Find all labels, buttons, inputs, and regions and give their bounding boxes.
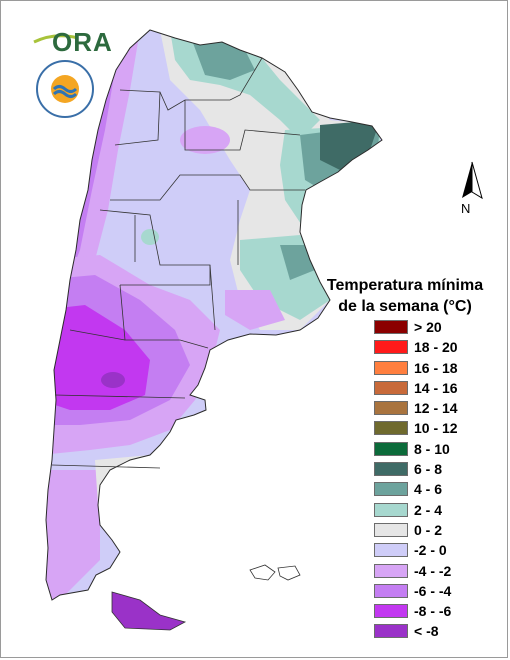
zone-2-4-central xyxy=(141,229,159,245)
ora-logo: ORA xyxy=(52,27,113,57)
legend-item: 6 - 8 xyxy=(374,460,504,480)
legend-swatch xyxy=(374,441,408,456)
legend-label: 2 - 4 xyxy=(414,501,443,518)
legend-item: 16 - 18 xyxy=(374,359,504,379)
legend-label: 14 - 16 xyxy=(414,379,458,396)
legend-item: 2 - 4 xyxy=(374,501,504,521)
legend-label: 12 - 14 xyxy=(414,400,458,417)
zone-4-6-buenosaires xyxy=(280,245,315,280)
legend-title-line2: de la semana (°C) xyxy=(338,298,472,315)
legend-item: 8 - 10 xyxy=(374,440,504,460)
country-border xyxy=(45,29,383,601)
legend-swatch xyxy=(374,482,408,497)
seal-icon xyxy=(51,75,79,103)
legend-swatch xyxy=(374,380,408,395)
legend-item: > 20 xyxy=(374,318,504,338)
legend-swatch xyxy=(374,583,408,598)
legend-label: -4 - -2 xyxy=(414,562,452,579)
legend-label: 4 - 6 xyxy=(414,481,443,498)
legend: > 20 18 - 20 16 - 18 14 - 16 12 - 14 10 - 12 8… xyxy=(374,318,504,643)
legend-swatch xyxy=(374,340,408,355)
legend-swatch xyxy=(374,543,408,558)
legend-label: 8 - 10 xyxy=(414,440,450,457)
zone-below-minus8 xyxy=(101,372,125,388)
zone-0-2-north xyxy=(160,30,380,330)
legend-swatch xyxy=(374,360,408,375)
legend-item: < -8 xyxy=(374,622,504,642)
zone-0-2-south xyxy=(95,455,160,515)
legend-label: < -8 xyxy=(414,623,439,640)
legend-title: Temperatura mínima de la semana (°C) xyxy=(320,275,490,317)
legend-swatch xyxy=(374,462,408,477)
legend-label: 10 - 12 xyxy=(414,420,458,437)
zone-minus4-minus2-pampa xyxy=(225,290,285,330)
legend-item: 18 - 20 xyxy=(374,338,504,358)
malvinas-islands xyxy=(249,564,301,581)
institution-seal xyxy=(36,60,94,118)
legend-swatch xyxy=(374,421,408,436)
zone-6-8-east xyxy=(320,120,380,170)
legend-label: 18 - 20 xyxy=(414,339,458,356)
tierra-del-fuego xyxy=(111,591,187,631)
legend-item: 14 - 16 xyxy=(374,379,504,399)
legend-title-line1: Temperatura mínima xyxy=(326,277,484,294)
legend-label: 16 - 18 xyxy=(414,359,458,376)
legend-item: -8 - -6 xyxy=(374,602,504,622)
north-label: N xyxy=(461,201,471,216)
zone-minus4-minus2-center xyxy=(180,126,230,154)
legend-label: 6 - 8 xyxy=(414,461,443,478)
legend-swatch xyxy=(374,320,408,334)
legend-label: -8 - -6 xyxy=(414,603,452,620)
logo-swoosh xyxy=(33,34,79,44)
province-borders xyxy=(51,57,305,469)
legend-swatch xyxy=(374,604,408,619)
legend-label: -6 - -4 xyxy=(414,582,452,599)
legend-item: -4 - -2 xyxy=(374,562,504,582)
legend-label: 0 - 2 xyxy=(414,521,443,538)
legend-label: > 20 xyxy=(414,319,442,335)
legend-item: -2 - 0 xyxy=(374,541,504,561)
legend-item: -6 - -4 xyxy=(374,582,504,602)
legend-swatch xyxy=(374,502,408,517)
legend-label: -2 - 0 xyxy=(414,542,447,559)
legend-swatch xyxy=(374,522,408,537)
zone-minus4-minus2-far-south xyxy=(46,470,100,600)
legend-swatch xyxy=(374,401,408,416)
legend-item: 10 - 12 xyxy=(374,419,504,439)
legend-item: 4 - 6 xyxy=(374,480,504,500)
legend-swatch xyxy=(374,624,408,639)
north-arrow-icon xyxy=(462,161,483,200)
legend-item: 12 - 14 xyxy=(374,399,504,419)
legend-item: 0 - 2 xyxy=(374,521,504,541)
legend-swatch xyxy=(374,563,408,578)
